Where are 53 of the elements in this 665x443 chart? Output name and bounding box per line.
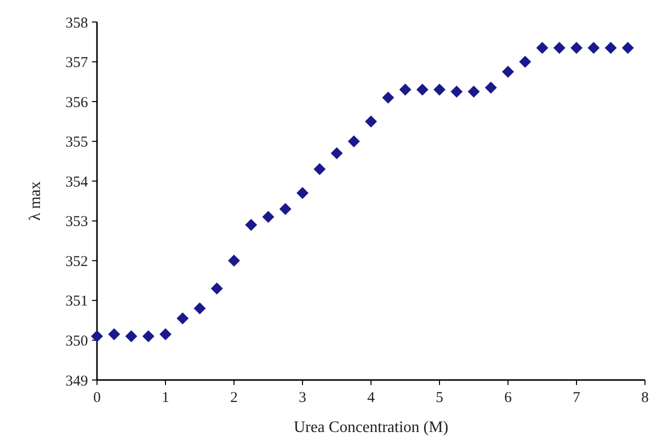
y-tick-label: 354: [66, 174, 88, 190]
y-tick-label: 357: [66, 55, 88, 72]
point: [399, 84, 412, 96]
point: [160, 328, 172, 340]
y-axis-title: λ max: [27, 181, 44, 221]
point: [142, 330, 154, 342]
point: [91, 330, 103, 342]
point: [194, 302, 206, 314]
point: [622, 42, 634, 54]
point: [416, 84, 428, 96]
x-tick-label: 1: [162, 390, 170, 406]
y-tick-label: 351: [66, 294, 88, 310]
point: [279, 202, 292, 215]
point: [348, 135, 360, 148]
point: [502, 66, 514, 78]
point: [553, 42, 566, 54]
point: [588, 42, 600, 54]
point: [176, 312, 189, 324]
point: [314, 163, 326, 176]
x-tick-label: 5: [436, 390, 444, 406]
point: [484, 82, 497, 94]
point: [468, 86, 480, 98]
point: [262, 210, 274, 223]
point: [519, 56, 532, 68]
point: [245, 218, 258, 231]
point: [228, 254, 240, 267]
y-tick-label: 355: [66, 134, 88, 151]
point: [330, 147, 343, 160]
y-tick-label: 353: [66, 214, 88, 230]
y-tick-label: 350: [66, 333, 88, 350]
point: [365, 115, 377, 128]
y-tick-label: 352: [66, 254, 88, 270]
point: [382, 92, 394, 104]
point: [296, 187, 308, 200]
x-tick-label: 4: [367, 390, 376, 406]
point: [125, 330, 138, 342]
x-tick-label: 8: [641, 390, 649, 406]
x-axis-title: Urea Concentration (M): [294, 419, 448, 436]
y-tick-label: 358: [66, 15, 88, 32]
point: [536, 42, 548, 54]
x-tick-label: 7: [572, 390, 581, 406]
y-tick-label: 356: [66, 94, 88, 111]
point: [108, 328, 120, 340]
point: [604, 42, 617, 54]
x-tick-label: 0: [93, 390, 101, 406]
x-tick-label: 3: [298, 390, 306, 406]
point: [450, 86, 463, 98]
x-tick-label: 2: [230, 390, 238, 406]
point: [210, 282, 223, 295]
point: [570, 42, 582, 54]
point: [434, 84, 446, 96]
y-tick-label: 349: [66, 373, 88, 390]
x-tick-label: 6: [504, 390, 512, 406]
